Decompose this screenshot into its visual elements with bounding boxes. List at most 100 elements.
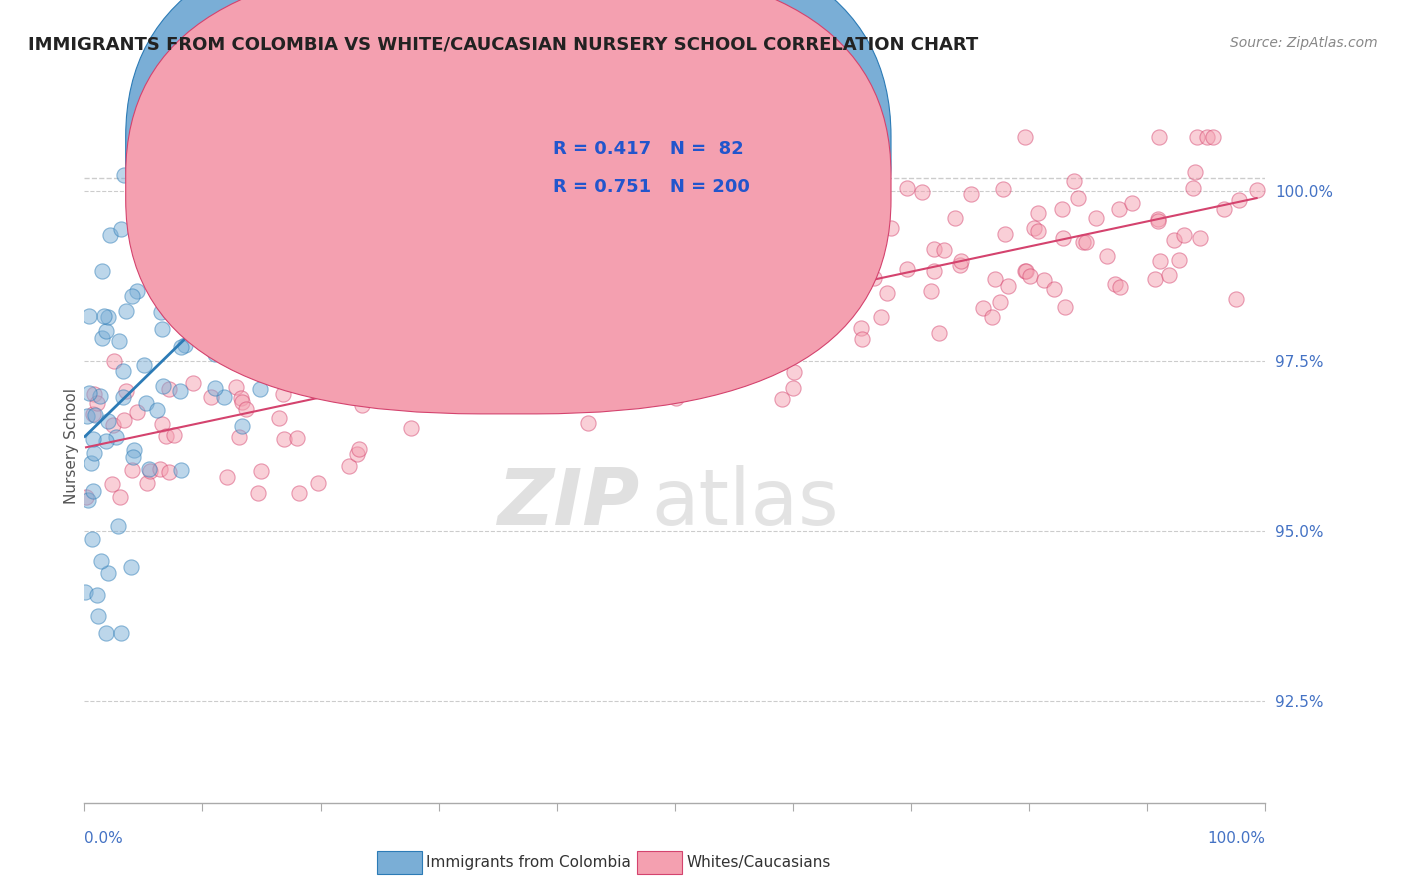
Point — [401, 344, 423, 359]
Point — [896, 181, 918, 195]
Point — [79, 386, 101, 401]
Point — [520, 301, 543, 316]
Text: 0.0%: 0.0% — [84, 831, 124, 847]
Point — [183, 376, 205, 391]
Point — [173, 301, 195, 315]
Point — [115, 384, 138, 398]
Point — [523, 340, 546, 354]
Point — [169, 384, 191, 398]
Point — [841, 253, 863, 268]
Point — [1067, 191, 1090, 205]
Point — [620, 303, 643, 318]
Point — [352, 398, 374, 412]
Point — [100, 477, 122, 491]
Text: IMMIGRANTS FROM COLOMBIA VS WHITE/CAUCASIAN NURSERY SCHOOL CORRELATION CHART: IMMIGRANTS FROM COLOMBIA VS WHITE/CAUCAS… — [28, 36, 979, 54]
Point — [446, 116, 468, 130]
Point — [170, 463, 193, 477]
Point — [136, 475, 159, 490]
Point — [232, 353, 254, 368]
Point — [235, 401, 257, 416]
Point — [444, 370, 467, 384]
Point — [263, 368, 285, 383]
Point — [287, 432, 309, 446]
Point — [432, 116, 454, 130]
Point — [150, 305, 173, 319]
Point — [122, 442, 145, 457]
Point — [163, 428, 186, 442]
Point — [405, 383, 427, 397]
Point — [773, 249, 796, 263]
Point — [572, 339, 595, 353]
Point — [859, 249, 882, 263]
Point — [127, 405, 149, 419]
Point — [704, 243, 727, 257]
Point — [782, 381, 804, 395]
Point — [325, 381, 347, 395]
Text: Immigrants from Colombia: Immigrants from Colombia — [426, 855, 631, 870]
Point — [911, 185, 934, 199]
Point — [1159, 268, 1181, 282]
Point — [138, 462, 160, 476]
Point — [693, 278, 716, 293]
Point — [91, 331, 114, 345]
Point — [578, 331, 600, 345]
Point — [652, 260, 675, 275]
Point — [920, 284, 942, 298]
Point — [1246, 183, 1268, 197]
Point — [444, 156, 467, 170]
Point — [852, 233, 875, 247]
Point — [1149, 254, 1171, 268]
Point — [115, 303, 138, 318]
Point — [157, 303, 180, 318]
Point — [1052, 202, 1074, 217]
Point — [464, 280, 486, 294]
Point — [134, 359, 156, 373]
FancyBboxPatch shape — [125, 0, 891, 414]
Point — [943, 211, 966, 225]
Point — [86, 396, 108, 410]
Point — [606, 351, 628, 366]
Point — [595, 380, 617, 394]
Point — [273, 432, 295, 446]
Point — [479, 363, 502, 377]
Point — [212, 116, 235, 130]
Point — [96, 566, 118, 580]
Point — [112, 168, 135, 182]
Point — [997, 278, 1019, 293]
Point — [1184, 165, 1206, 179]
FancyBboxPatch shape — [457, 121, 787, 221]
Point — [934, 243, 956, 257]
Point — [269, 350, 291, 364]
Point — [82, 432, 104, 446]
Text: Source: ZipAtlas.com: Source: ZipAtlas.com — [1230, 36, 1378, 50]
Point — [371, 116, 394, 130]
Y-axis label: Nursery School: Nursery School — [63, 388, 79, 504]
Point — [721, 274, 744, 288]
Text: R = 0.751   N = 200: R = 0.751 N = 200 — [553, 178, 751, 196]
Point — [437, 389, 460, 403]
Point — [437, 360, 460, 375]
Point — [200, 390, 222, 404]
Point — [1147, 212, 1170, 227]
Point — [1185, 129, 1208, 144]
Point — [177, 146, 200, 161]
Point — [607, 330, 630, 344]
Point — [284, 124, 307, 138]
Point — [617, 332, 640, 346]
Point — [232, 231, 254, 245]
Point — [1043, 281, 1066, 295]
Point — [631, 341, 654, 355]
Point — [849, 321, 872, 335]
Point — [994, 227, 1017, 242]
Point — [273, 351, 295, 365]
Point — [77, 309, 100, 323]
Point — [1085, 211, 1108, 225]
Point — [316, 348, 339, 362]
Point — [492, 397, 515, 411]
Point — [501, 382, 523, 396]
Point — [91, 264, 114, 278]
Point — [307, 475, 329, 490]
Point — [723, 259, 745, 273]
Point — [880, 220, 903, 235]
Point — [1108, 202, 1130, 216]
